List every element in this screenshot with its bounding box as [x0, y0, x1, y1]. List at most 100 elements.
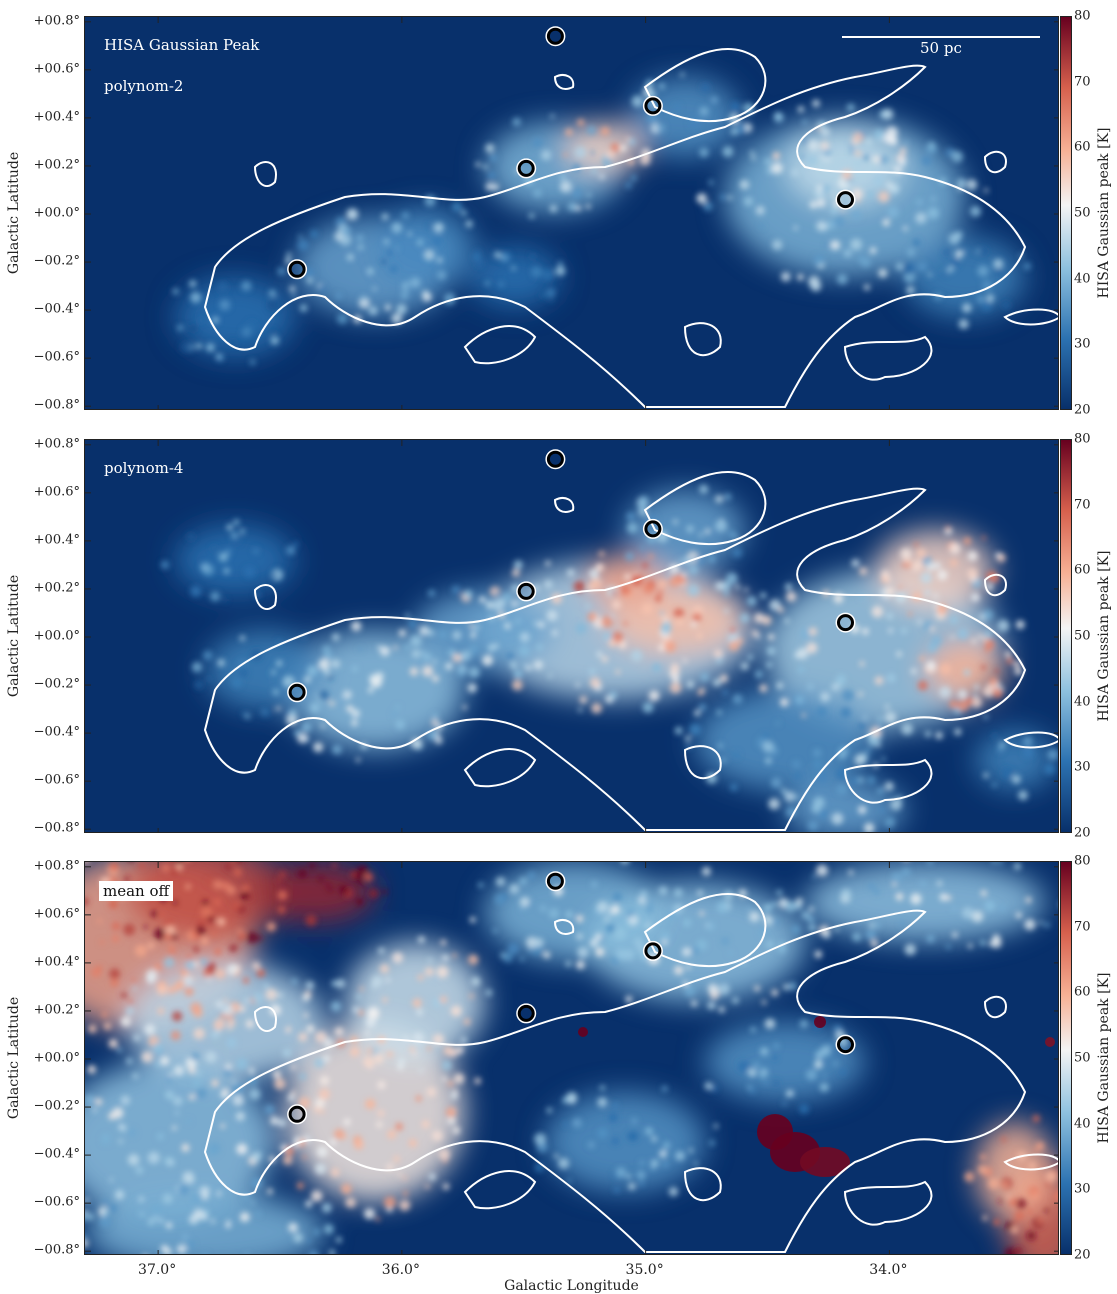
emission-speckle	[302, 1155, 307, 1160]
emission-speckle	[475, 249, 481, 255]
emission-speckle	[152, 1215, 159, 1221]
emission-speckle	[202, 1194, 209, 1200]
emission-speckle	[844, 178, 849, 184]
y-tick-label: −00.2°	[33, 1098, 80, 1114]
source-marker-halo	[545, 871, 566, 892]
emission-speckle	[290, 1064, 296, 1070]
emission-speckle	[189, 324, 198, 333]
emission-speckle	[256, 968, 266, 978]
emission-speckle	[848, 870, 854, 876]
emission-speckle	[710, 96, 718, 104]
contour-line	[983, 995, 1007, 1019]
emission-speckle	[834, 927, 840, 932]
emission-speckle	[1001, 300, 1011, 310]
emission-speckle	[157, 1051, 163, 1057]
emission-speckle	[720, 194, 727, 201]
emission-speckle	[1018, 790, 1028, 801]
colorbar-label: HISA Gaussian peak [K]	[1096, 550, 1112, 722]
emission-speckle	[919, 655, 925, 662]
emission-speckle	[172, 288, 179, 295]
emission-speckle	[479, 596, 486, 603]
emission-speckle	[639, 890, 648, 899]
emission-clump	[705, 1022, 865, 1102]
emission-speckle	[735, 584, 740, 590]
emission-speckle	[646, 906, 654, 914]
emission-speckle	[431, 719, 439, 726]
emission-speckle	[606, 150, 615, 159]
emission-speckle	[912, 238, 921, 247]
emission-speckle	[226, 1037, 237, 1048]
emission-speckle	[375, 1216, 380, 1222]
emission-speckle	[812, 874, 817, 879]
emission-speckle	[692, 612, 702, 622]
tick-marks	[85, 862, 1058, 1254]
emission-speckle	[221, 881, 231, 891]
emission-speckle	[506, 652, 514, 660]
emission-speckle	[101, 1011, 108, 1018]
emission-speckle	[162, 1193, 173, 1204]
emission-speckle	[551, 629, 558, 636]
y-tick-label: −00.6°	[33, 349, 80, 365]
emission-speckle	[749, 911, 760, 923]
emission-speckle	[243, 566, 256, 578]
x-tick-label: 37.0°	[138, 1262, 177, 1278]
emission-speckle	[120, 1016, 132, 1027]
emission-speckle	[946, 895, 952, 901]
contour-line	[643, 893, 767, 968]
emission-speckle	[647, 900, 654, 906]
emission-speckle	[362, 1056, 374, 1068]
emission-speckle	[807, 683, 814, 690]
emission-speckle	[884, 781, 894, 791]
emission-speckle	[266, 922, 276, 932]
emission-speckle	[1005, 1221, 1014, 1231]
emission-speckle	[760, 1047, 769, 1056]
emission-speckle	[979, 247, 988, 256]
emission-speckle	[92, 1108, 98, 1113]
colorbar-tick-label: 60	[1074, 562, 1091, 578]
emission-speckle	[184, 986, 194, 997]
emission-speckle	[241, 280, 252, 292]
emission-speckle	[320, 724, 325, 729]
emission-speckle	[709, 1140, 715, 1146]
emission-speckle	[707, 1001, 716, 1010]
emission-speckle	[754, 985, 760, 992]
emission-speckle	[645, 1127, 653, 1136]
colorbar-tick-label: 60	[1074, 984, 1091, 1000]
emission-speckle	[451, 201, 463, 213]
emission-speckle	[216, 354, 221, 359]
emission-speckle	[877, 716, 883, 722]
emission-speckle	[910, 668, 917, 675]
emission-speckle	[575, 914, 584, 923]
emission-speckle	[231, 1079, 237, 1085]
emission-speckle	[728, 630, 739, 642]
contour-line	[843, 1180, 933, 1226]
emission-speckle	[299, 1073, 307, 1080]
emission-speckle	[309, 702, 320, 713]
emission-clump	[975, 730, 1055, 790]
emission-speckle	[945, 944, 951, 950]
emission-speckle	[460, 1037, 468, 1044]
emission-speckle	[335, 1236, 342, 1243]
emission-speckle	[355, 897, 364, 906]
emission-speckle	[519, 896, 530, 908]
source-marker	[517, 159, 535, 177]
emission-speckle	[487, 171, 497, 180]
emission-speckle	[648, 690, 660, 702]
contour-line	[683, 1167, 722, 1202]
emission-speckle	[625, 552, 634, 561]
emission-speckle	[872, 155, 881, 164]
emission-speckle	[850, 776, 859, 785]
emission-speckle	[351, 665, 358, 672]
emission-speckle	[586, 125, 596, 135]
emission-speckle	[874, 128, 885, 140]
emission-speckle	[871, 605, 884, 618]
emission-speckle	[559, 173, 567, 181]
emission-speckle	[145, 969, 158, 982]
emission-speckle	[952, 931, 958, 938]
emission-speckle	[85, 1094, 95, 1105]
emission-speckle	[432, 236, 442, 246]
emission-speckle	[588, 568, 600, 579]
emission-speckle	[359, 986, 364, 992]
emission-speckle	[614, 927, 626, 940]
emission-speckle	[1011, 1226, 1019, 1234]
